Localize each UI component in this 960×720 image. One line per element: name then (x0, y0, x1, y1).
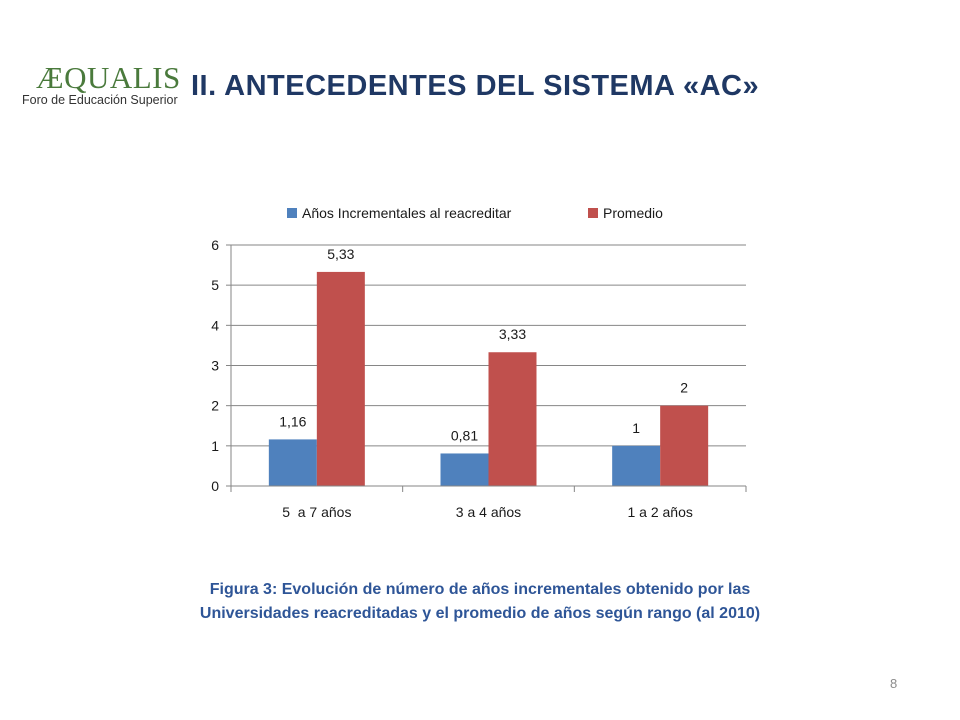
y-tick-label: 0 (211, 478, 219, 494)
chart-axes (230, 245, 747, 492)
logo-tagline: Foro de Educación Superior (22, 93, 178, 107)
y-tick-label: 5 (211, 277, 219, 293)
caption-line-1: Figura 3: Evolución de número de años in… (209, 581, 751, 598)
caption-line-2: Universidades reacreditadas y el promedi… (199, 605, 761, 622)
data-label: 0,81 (451, 427, 478, 443)
x-category-label: 1 a 2 años (627, 504, 692, 520)
y-tick-label: 4 (211, 317, 219, 333)
page-number: 8 (890, 676, 898, 691)
y-tick-label: 6 (211, 237, 219, 253)
x-category-label: 5 a 7 años (282, 504, 351, 520)
legend-label: Promedio (603, 205, 663, 221)
slide-title: II. ANTECEDENTES DEL SISTEMA «AC» (191, 70, 760, 102)
legend-swatch (287, 208, 297, 218)
bar (440, 453, 489, 486)
y-axis-ticks: 0 1 2 3 4 5 6 (211, 237, 231, 494)
x-axis-labels: 5 a 7 años 3 a 4 años 1 a 2 años (282, 504, 693, 520)
bar (612, 445, 661, 486)
data-label: 2 (680, 380, 688, 396)
bar (268, 439, 317, 486)
data-label: 5,33 (327, 246, 354, 262)
data-label: 1 (632, 420, 640, 436)
legend-swatch (588, 208, 598, 218)
logo-wordmark: ÆQUALIS (36, 60, 181, 95)
data-label: 3,33 (499, 326, 526, 342)
bar (316, 271, 365, 486)
figure-caption: Figura 3: Evolución de número de años in… (80, 578, 880, 626)
x-category-label: 3 a 4 años (456, 504, 521, 520)
y-tick-label: 2 (211, 398, 219, 414)
bar (488, 352, 537, 486)
y-tick-label: 1 (211, 438, 219, 454)
legend-label: Años Incrementales al reacreditar (302, 205, 512, 221)
bar (660, 405, 709, 486)
data-label: 1,16 (279, 413, 306, 429)
y-tick-label: 3 (211, 358, 219, 374)
chart-bars: 1,16 5,33 0,81 3,33 1 2 (268, 246, 709, 486)
chart-legend: Años Incrementales al reacreditar Promedi… (287, 205, 663, 221)
aequalis-logo: ÆQUALIS Foro de Educación Superior (22, 62, 182, 112)
